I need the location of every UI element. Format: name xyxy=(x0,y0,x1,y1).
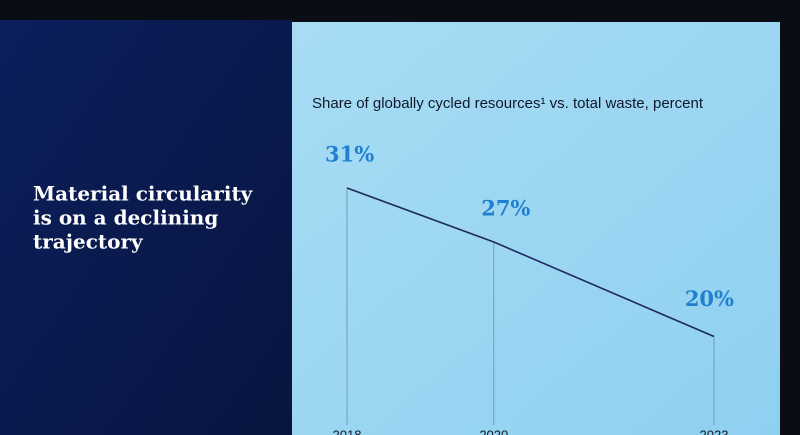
data-line xyxy=(346,187,715,338)
value-label: 20% xyxy=(685,286,734,311)
x-tick-label: 2023 xyxy=(700,427,729,435)
x-tick-label: 2018 xyxy=(333,427,362,435)
heading-line: is on a declining xyxy=(33,206,218,230)
heading-line: trajectory xyxy=(33,230,144,254)
x-tick-label: 2020 xyxy=(479,427,508,435)
value-label: 31% xyxy=(325,142,374,167)
chart-title: Share of globally cycled resources¹ vs. … xyxy=(312,95,704,112)
heading-line: Material circularity xyxy=(33,182,254,206)
value-label: 27% xyxy=(481,196,530,221)
right-panel xyxy=(292,22,780,435)
left-panel xyxy=(0,20,292,435)
plot: 2018 2020 2023 31% 27% 20% xyxy=(325,142,734,435)
